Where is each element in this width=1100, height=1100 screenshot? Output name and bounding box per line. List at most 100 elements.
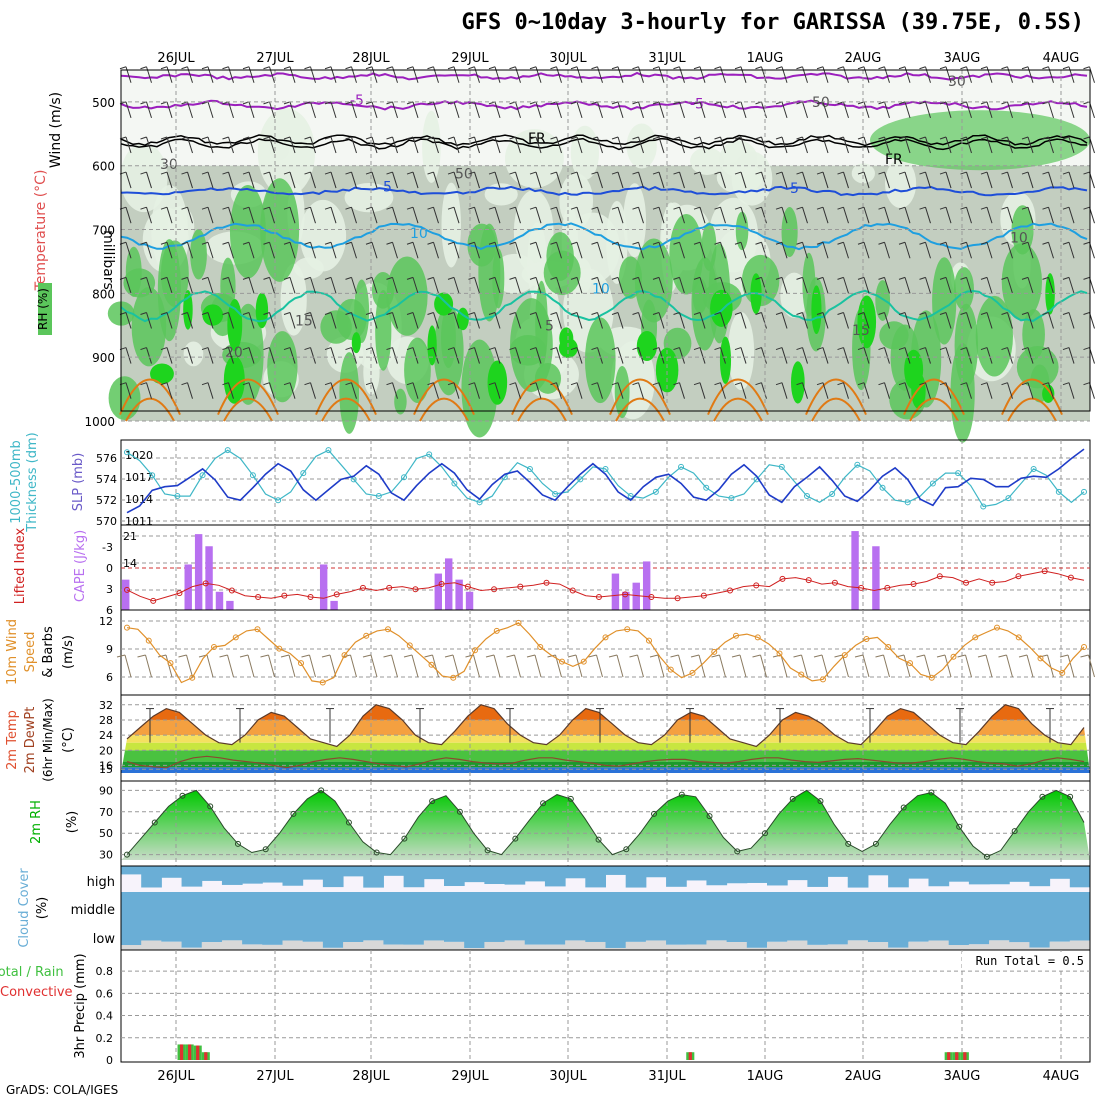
wind-barb bbox=[1048, 312, 1054, 329]
wind-barb-flag bbox=[980, 382, 988, 386]
wind-barb bbox=[863, 382, 870, 399]
cloud-high-bar bbox=[221, 866, 243, 885]
wind-barb bbox=[740, 312, 747, 329]
thickness-line-point bbox=[526, 465, 533, 472]
wind-barb bbox=[166, 312, 173, 329]
slp-line bbox=[126, 448, 1085, 514]
cloud-high-bar bbox=[343, 866, 364, 877]
cloud-low-bar bbox=[1029, 924, 1051, 948]
wind-barb bbox=[269, 66, 275, 83]
wind-barb-flag bbox=[140, 241, 147, 245]
cloud-low-bar bbox=[403, 924, 425, 945]
wind-barb-flag bbox=[222, 66, 229, 70]
wind-barb bbox=[740, 66, 747, 83]
cloud-high-bar bbox=[322, 866, 344, 888]
rh-patch-dry bbox=[623, 183, 647, 258]
cloud-high-bar bbox=[746, 866, 768, 883]
wind-barb-flag bbox=[960, 206, 967, 210]
wind-barb bbox=[289, 312, 296, 329]
rh-line-point bbox=[651, 810, 658, 817]
wind-barb bbox=[1007, 66, 1013, 83]
wind-barb bbox=[433, 347, 439, 364]
cloud-high-bar bbox=[767, 866, 788, 886]
wind-barb bbox=[843, 136, 849, 154]
wind-barb bbox=[515, 382, 521, 399]
wind-barb bbox=[658, 207, 665, 224]
wind-barb bbox=[269, 136, 275, 154]
wind-barb-flag bbox=[509, 206, 516, 210]
wind-barb bbox=[166, 347, 173, 364]
contour-label: 5 bbox=[383, 179, 392, 195]
wind-barb bbox=[740, 101, 747, 119]
wind-barb-flag bbox=[406, 171, 414, 175]
wind-barb bbox=[535, 136, 542, 154]
temperature-contour-20 bbox=[805, 378, 867, 416]
wind-barb bbox=[863, 347, 870, 364]
temperature-contour-20 bbox=[903, 378, 965, 416]
wind-speed-line-point bbox=[798, 671, 805, 678]
wind-barb-flag bbox=[919, 66, 926, 70]
wind-barb bbox=[904, 136, 911, 154]
wind-barb-flag bbox=[611, 276, 619, 280]
wind-barb-flag bbox=[529, 241, 537, 245]
cloud-middle-bar bbox=[908, 892, 929, 924]
wind-speed-line-point bbox=[907, 660, 913, 667]
wind-barb-flag bbox=[796, 206, 803, 210]
wind-barb-flag bbox=[939, 347, 947, 351]
wind-barb-flag bbox=[263, 206, 270, 210]
rh-patch-saturated bbox=[427, 325, 437, 366]
wind-barb bbox=[720, 136, 726, 154]
wind-barb-flag bbox=[734, 171, 742, 175]
wind-barb-10m-flag bbox=[362, 654, 372, 658]
cloud-low-clear bbox=[464, 947, 485, 950]
wind-barb-flag bbox=[837, 382, 844, 386]
wind-barb bbox=[146, 242, 152, 259]
wind-barb-flag bbox=[755, 171, 762, 175]
wind-barb-flag bbox=[365, 241, 373, 245]
wind-barb bbox=[1048, 136, 1054, 154]
thickness-line-point bbox=[678, 463, 685, 470]
rh-line bbox=[126, 789, 1085, 858]
cloud-middle-bar bbox=[322, 892, 344, 924]
temperature-contour-20 bbox=[315, 378, 377, 416]
cloud-high-bar bbox=[968, 866, 990, 885]
wind-barb-flag bbox=[570, 347, 578, 351]
slp-panel-frame bbox=[120, 439, 1091, 526]
wind-barb bbox=[966, 382, 972, 399]
wind-barb bbox=[740, 242, 747, 259]
wind-barb-flag bbox=[181, 382, 188, 386]
wind-barb-flag bbox=[714, 382, 721, 386]
cloud-low-clear bbox=[444, 941, 465, 950]
wind-barb-flag bbox=[427, 136, 434, 140]
pressure-tick-label: 800 bbox=[92, 287, 115, 301]
wind-barb bbox=[412, 136, 419, 154]
cloud-high-bar bbox=[827, 866, 849, 877]
wind-barb-10m bbox=[452, 654, 460, 678]
cape-tick-label: 14 bbox=[123, 557, 137, 570]
cape-bar bbox=[632, 582, 640, 610]
cloud-low-clear bbox=[787, 940, 808, 950]
wind-barb bbox=[863, 136, 870, 154]
cloud-high-bar bbox=[1049, 866, 1071, 879]
wind-barb bbox=[925, 277, 931, 294]
wind-barb bbox=[535, 101, 542, 119]
wind-barb-flag bbox=[1021, 241, 1029, 245]
wind-barb bbox=[638, 277, 644, 294]
cloud-middle-bar bbox=[504, 892, 526, 924]
cloud-high-bar bbox=[181, 866, 203, 887]
wind-barb-flag bbox=[632, 311, 639, 315]
wind-barb-flag bbox=[222, 347, 229, 351]
wind-speed-line-point bbox=[602, 634, 609, 641]
wind-barb-flag bbox=[345, 101, 352, 105]
wind-barb bbox=[392, 347, 398, 364]
precip-convective-bar bbox=[947, 1052, 951, 1060]
rh-patch-saturated bbox=[636, 330, 658, 362]
wind-barb-flag bbox=[222, 241, 229, 245]
wind-barb-flag bbox=[345, 206, 352, 210]
wind-barb bbox=[433, 382, 439, 399]
wind-barb bbox=[207, 207, 214, 224]
wind-barb-flag bbox=[980, 206, 988, 210]
wind-barb-flag bbox=[1062, 171, 1070, 175]
wind-barb-flag bbox=[160, 241, 168, 245]
wind-speed-line-point bbox=[972, 634, 979, 641]
